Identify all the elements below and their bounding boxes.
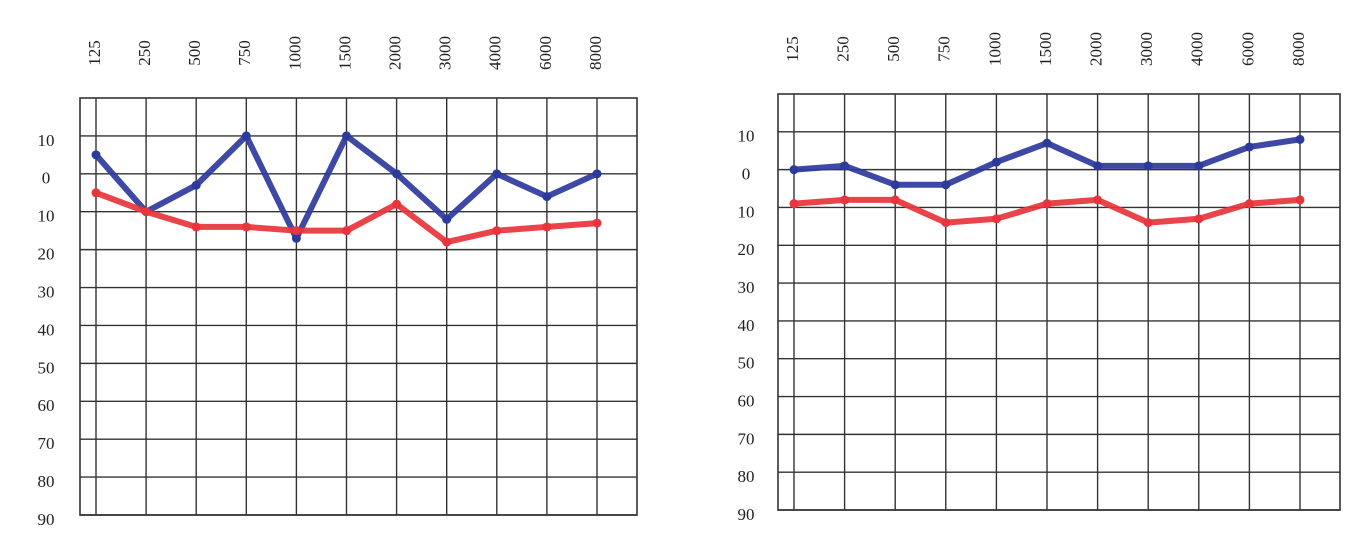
x-tick-label: 125 [85, 40, 104, 66]
data-point [890, 180, 900, 190]
x-tick-label: 6000 [536, 36, 555, 70]
y-tick-label: 60 [38, 396, 55, 415]
x-tick-label: 250 [834, 36, 853, 62]
data-point [392, 199, 402, 209]
x-tick-label: 4000 [1188, 32, 1207, 66]
plot-frame [777, 93, 1341, 511]
y-tick-label: 40 [738, 316, 755, 335]
data-point [442, 237, 452, 247]
data-point [241, 131, 251, 141]
y-tick-label: 50 [738, 354, 755, 373]
data-point [542, 222, 552, 232]
data-point [392, 169, 402, 179]
data-point [91, 150, 101, 160]
data-point [492, 169, 502, 179]
data-point [1194, 214, 1204, 224]
y-tick-label: 40 [38, 320, 55, 339]
data-point [442, 214, 452, 224]
y-tick-label: 10 [38, 131, 55, 150]
y-tick-label: 30 [38, 282, 55, 301]
x-tick-label: 3000 [1137, 32, 1156, 66]
y-tick-label: 90 [738, 505, 755, 524]
data-point [492, 226, 502, 236]
y-tick-label: 50 [38, 358, 55, 377]
data-point [1143, 218, 1153, 228]
x-tick-label: 500 [884, 36, 903, 62]
data-point [1042, 138, 1052, 148]
y-tick-label: 20 [738, 240, 755, 259]
data-point [789, 165, 799, 175]
data-point [991, 214, 1001, 224]
data-point [91, 188, 101, 198]
x-tick-label: 6000 [1238, 32, 1257, 66]
data-point [592, 169, 602, 179]
data-point [191, 222, 201, 232]
x-tick-label: 125 [783, 36, 802, 62]
data-point [840, 195, 850, 205]
data-point [890, 195, 900, 205]
y-tick-label: 10 [738, 202, 755, 221]
x-tick-label: 1000 [985, 32, 1004, 66]
data-point [941, 218, 951, 228]
x-tick-label: 750 [935, 36, 954, 62]
y-tick-label: 80 [38, 472, 55, 491]
data-point [1042, 199, 1052, 209]
data-point [941, 180, 951, 190]
audiogram: 125 250 500 750 1000 1500 2000 3000 4000 6000 8000… [38, 36, 638, 529]
data-point [592, 218, 602, 228]
data-point [1295, 134, 1305, 144]
data-point [1093, 161, 1103, 171]
x-tick-label: 2000 [386, 36, 405, 70]
data-point [1244, 142, 1254, 152]
x-tick-label: 1500 [335, 36, 354, 70]
data-point [342, 226, 351, 236]
data-point [1194, 161, 1204, 171]
data-point [291, 233, 301, 243]
data-point [789, 199, 799, 209]
data-point [191, 180, 201, 190]
data-point [542, 192, 552, 202]
x-tick-label: 8000 [1289, 32, 1308, 66]
y-tick-label: 80 [738, 467, 755, 486]
data-point [840, 161, 850, 171]
y-tick-label: 20 [38, 245, 55, 264]
x-tick-label: 4000 [486, 36, 505, 70]
x-tick-label: 3000 [436, 36, 455, 70]
data-point [1244, 199, 1254, 209]
x-tick-label: 500 [185, 40, 204, 66]
x-tick-label: 750 [235, 40, 254, 66]
x-tick-label: 1500 [1036, 32, 1055, 66]
x-tick-label: 1000 [285, 36, 304, 70]
data-point [342, 131, 351, 141]
y-tick-label: 60 [738, 391, 755, 410]
data-point [1093, 195, 1103, 205]
data-point [141, 207, 151, 217]
y-tick-label: 30 [738, 278, 755, 297]
y-tick-label: 90 [38, 510, 55, 529]
y-tick-label: 70 [738, 429, 755, 448]
y-tick-label: 70 [38, 434, 55, 453]
x-tick-label: 2000 [1087, 32, 1106, 66]
x-tick-label: 8000 [586, 36, 605, 70]
audiogram: 125 250 500 750 1000 1500 2000 3000 4000 6000 8000… [738, 32, 1341, 524]
plot-frame [79, 97, 638, 516]
y-tick-label: 10 [38, 207, 55, 226]
y-tick-label: 0 [742, 165, 751, 184]
y-tick-label: 10 [738, 127, 755, 146]
data-point [291, 226, 301, 236]
y-tick-label: 0 [42, 169, 51, 188]
data-point [1295, 195, 1305, 205]
data-point [1143, 161, 1153, 171]
data-point [241, 222, 251, 232]
data-point [991, 157, 1001, 167]
x-tick-label: 250 [135, 40, 154, 66]
